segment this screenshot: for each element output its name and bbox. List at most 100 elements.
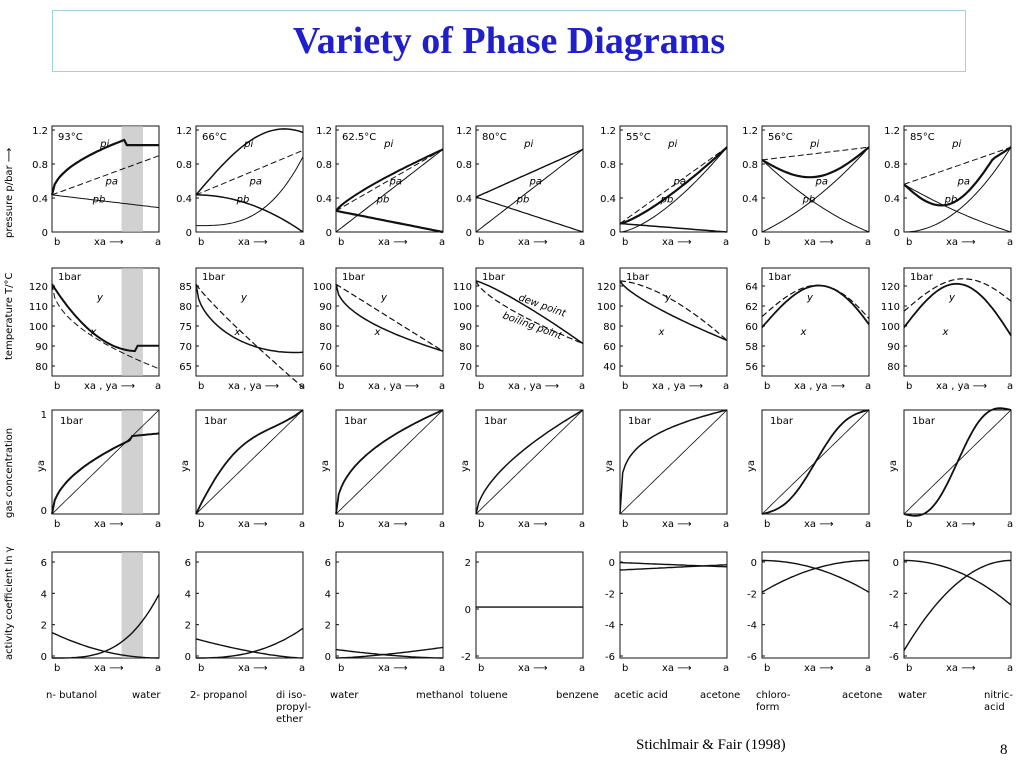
t-tick-label: 80 [179,302,192,313]
t-tick-label: 80 [603,322,616,333]
axis-a-label: a [155,381,161,392]
p-tick-label: 0.4 [32,194,48,205]
equilibrium-curve [761,409,870,515]
axis-b-label: b [54,381,60,392]
p-tick-label: 0.4 [742,194,758,205]
axis-b-label: b [54,663,60,674]
pressure-curve [619,146,728,224]
source-credit: Stichlmair & Fair (1998) [636,737,786,753]
a-tick-label: 6 [185,558,191,569]
ya-axis-label: ya [180,460,191,472]
t-tick-label: 110 [453,282,472,293]
a-tick-label: 2 [185,621,191,632]
axis-a-label: a [865,663,871,674]
t-tick-label: 75 [179,322,192,333]
p-tick-label: 0 [466,228,472,239]
pi-label: pi [243,139,253,150]
p-tick-label: 0 [610,228,616,239]
pb-label: pb [376,194,390,205]
axis-a-label: a [865,381,871,392]
a-tick-label: -2 [461,652,471,663]
pressure-curve [196,156,304,227]
axis-b-label: b [906,519,912,530]
g-tick-label: 0 [41,506,47,517]
page-number: 8 [1000,742,1008,758]
y-label: y [948,292,956,303]
p-tick-label: 0.8 [600,160,616,171]
p-tick-label: 0.8 [316,160,332,171]
p-tick-label: 1.2 [456,126,472,137]
axis-a-label: a [723,237,729,248]
miscibility-gap-shade [121,552,143,658]
temperature-curve [51,283,159,353]
component-a-name: benzene [556,690,599,701]
pa-label: pa [957,176,970,187]
panel-frame-r3-c1 [195,551,304,659]
t-tick-label: 100 [881,322,900,333]
pb-label: pb [516,194,530,205]
ya-axis-label: ya [320,460,331,472]
panel-frame-r3-c0 [51,551,160,659]
a-tick-label: 0 [41,652,47,663]
a-tick-label: 6 [325,558,331,569]
pb-label: pb [802,194,816,205]
a-tick-label: 0 [893,558,899,569]
component-a-name: acetone [842,690,883,701]
component-b-name: chloro- form [756,690,791,713]
xa-axis-label: xa ⟶ [238,663,268,674]
pressure-curve [50,138,159,196]
component-a-name: water [132,690,161,701]
equilibrium-curve [475,409,584,515]
t-tick-label: 56 [745,362,758,373]
axis-a-label: a [865,237,871,248]
axis-b-label: b [338,237,344,248]
xa-axis-label: xa ⟶ [804,663,834,674]
pressure-curve [903,146,1012,185]
pressure-curve [335,209,444,234]
y-label: y [664,292,672,303]
p-tick-label: 1.2 [600,126,616,137]
pa-label: pa [815,176,828,187]
xa-axis-label: xa ⟶ [94,237,124,248]
a-tick-label: 2 [325,621,331,632]
pi-label: pi [99,139,109,150]
pressure-curve [903,146,1012,207]
panel-frame-r1-c3 [475,267,584,377]
pa-label: pa [389,176,402,187]
pressure-curve [619,146,728,225]
panel-frame-r1-c1 [195,267,304,377]
p-tick-label: 0 [326,228,332,239]
panel-frame-r2-c6 [903,409,1012,515]
axis-a-label: a [155,519,161,530]
p-tick-label: 0.8 [32,160,48,171]
a-tick-label: -2 [747,589,757,600]
temperature-curve [619,280,728,341]
axis-a-label: a [579,381,585,392]
pressure-1bar-label: 1bar [912,416,936,427]
t-tick-label: 40 [603,362,616,373]
y-label: y [240,292,248,303]
pressure-1bar-label: 1bar [204,416,228,427]
pressure-curve [761,146,870,179]
axis-b-label: b [478,519,484,530]
p-tick-label: 0.4 [316,194,332,205]
t-tick-label: 120 [29,282,48,293]
panel-frame-r0-c5 [761,125,870,233]
equilibrium-curve [195,409,304,515]
pressure-curve [335,148,444,212]
t-tick-label: 110 [29,302,48,313]
pa-label: pa [529,176,542,187]
axis-b-label: b [478,237,484,248]
pb-label: pb [944,194,958,205]
ya-axis-label: ya [36,460,47,472]
xy-axis-label: xa , ya ⟶ [84,381,135,392]
t-tick-label: 85 [179,282,192,293]
axis-b-label: b [622,237,628,248]
t-tick-label: 100 [313,282,332,293]
ya-axis-label: ya [888,460,899,472]
axis-b-label: b [906,663,912,674]
axis-a-label: a [1007,237,1013,248]
axis-a-label: a [299,663,305,674]
xa-axis-label: xa ⟶ [946,237,976,248]
x-label: x [800,327,807,338]
